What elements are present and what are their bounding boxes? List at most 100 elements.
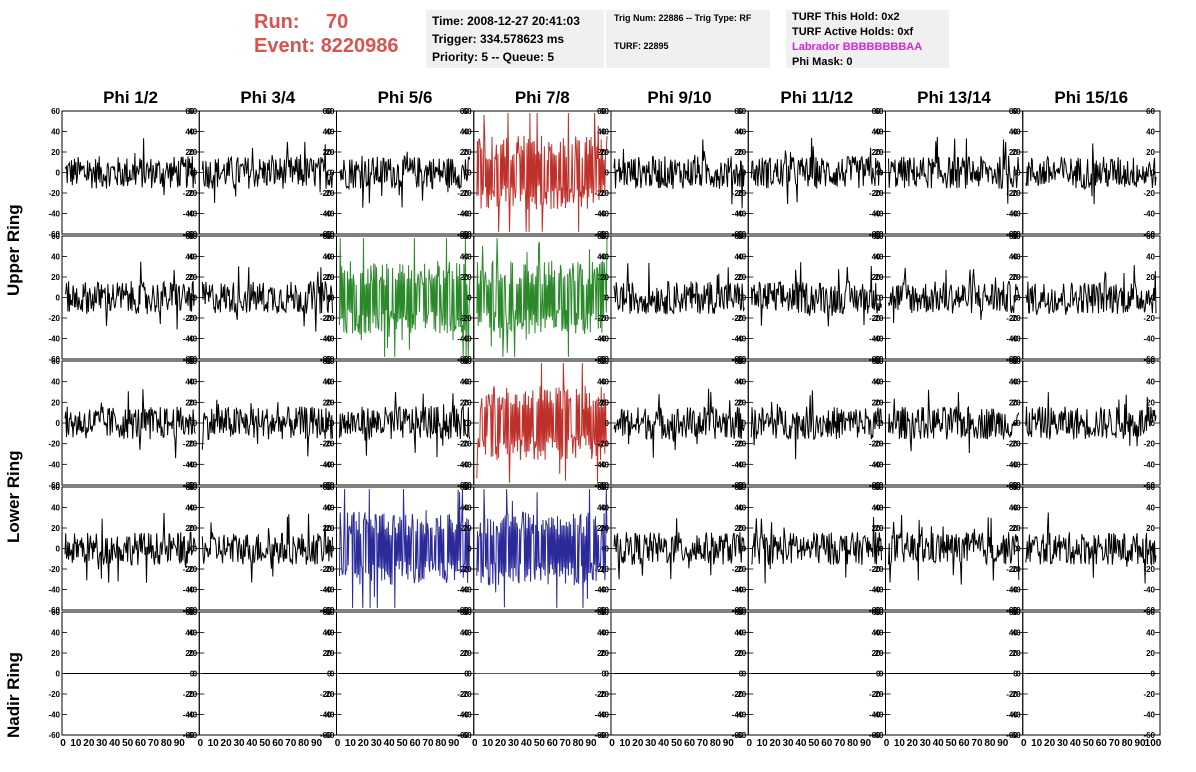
y-tick-label-left: 0 [879, 419, 884, 428]
y-tick-label-left: -60 [735, 230, 747, 239]
y-tick-label-left: 40 [463, 504, 472, 513]
y-tick-label-right: 40 [1146, 253, 1155, 262]
y-tick-label-left: 20 [737, 524, 746, 533]
y-tick-label-right: -40 [732, 586, 744, 595]
y-tick-label-right: 20 [1146, 649, 1155, 658]
y-tick-label-left: -60 [1009, 230, 1021, 239]
y-tick-label-right: 60 [460, 232, 469, 241]
y-tick-label-left: 40 [1012, 253, 1021, 262]
y-tick-label-left: 40 [737, 253, 746, 262]
x-tick-label: 60 [958, 738, 970, 749]
y-tick-label-right: 20 [734, 398, 743, 407]
y-tick-label-left: 60 [1012, 483, 1021, 492]
y-tick-label-left: -20 [48, 440, 60, 449]
waveform-trace [888, 389, 1020, 454]
y-tick-label-left: -40 [872, 210, 884, 219]
y-tick-label-right: -60 [1143, 481, 1155, 490]
x-tick-label: 10 [619, 738, 631, 749]
y-tick-label-left: 60 [875, 608, 884, 617]
y-tick-label-left: -40 [1009, 460, 1021, 469]
y-tick-label-right: 60 [872, 483, 881, 492]
y-tick-label-left: 40 [188, 504, 197, 513]
y-tick-label-right: 60 [1009, 608, 1018, 617]
y-tick-label-right: -60 [1006, 230, 1018, 239]
y-tick-label-left: -60 [1009, 481, 1021, 490]
y-tick-label-right: -40 [1006, 460, 1018, 469]
y-tick-label-left: 40 [326, 504, 335, 513]
y-tick-label-right: 20 [1146, 148, 1155, 157]
y-tick-label-left: 40 [188, 378, 197, 387]
y-tick-label-right: 40 [597, 504, 606, 513]
y-tick-label-left: -60 [323, 481, 335, 490]
y-tick-label-right: -20 [183, 690, 195, 699]
column-header-4: Phi 7/8 [514, 88, 570, 107]
y-tick-label-left: 0 [742, 294, 747, 303]
y-tick-label-left: 0 [742, 169, 747, 178]
y-tick-label-right: -20 [594, 189, 606, 198]
y-tick-label-left: -60 [48, 481, 60, 490]
panel-r1-c5: 60 60 40 40 20 20 0 0 -20 -20 -40 -40 -60 -60 [597, 107, 749, 239]
y-tick-label-right: 20 [460, 273, 469, 282]
y-tick-label-left: 40 [326, 629, 335, 638]
y-tick-label-right: -60 [869, 481, 881, 490]
y-tick-label-right: 40 [185, 504, 194, 513]
y-tick-label-left: -20 [735, 565, 747, 574]
y-tick-label-left: 60 [51, 357, 60, 366]
x-tick-label: 0 [60, 738, 66, 749]
x-tick-label: 20 [632, 738, 644, 749]
y-tick-label-right: -20 [1006, 690, 1018, 699]
y-tick-label-right: -40 [457, 711, 469, 720]
y-tick-label-left: 0 [605, 419, 610, 428]
y-tick-label-right: 20 [185, 524, 194, 533]
y-tick-label-left: 20 [875, 148, 884, 157]
y-tick-label-left: -40 [48, 460, 60, 469]
panel-r1-c3: 60 60 40 40 20 20 0 0 -20 -20 -40 -40 -60 -60 [323, 107, 475, 239]
y-tick-label-right: -40 [183, 460, 195, 469]
y-tick-label-right: 60 [185, 608, 194, 617]
y-tick-label-right: 0 [190, 545, 195, 554]
y-tick-label-left: -40 [323, 586, 335, 595]
y-tick-label-left: 20 [326, 273, 335, 282]
y-tick-label-left: 20 [188, 148, 197, 157]
y-tick-label-left: 20 [1012, 148, 1021, 157]
y-tick-label-left: 40 [463, 629, 472, 638]
y-tick-label-right: 20 [460, 148, 469, 157]
x-tick-label: 70 [834, 738, 846, 749]
y-tick-label-left: 20 [737, 649, 746, 658]
x-tick-label: 20 [358, 738, 370, 749]
y-tick-label-left: -60 [872, 731, 884, 740]
y-tick-label-left: 40 [875, 128, 884, 137]
y-tick-label-right: -40 [869, 335, 881, 344]
y-tick-label-right: 40 [872, 378, 881, 387]
y-tick-label-left: 60 [463, 232, 472, 241]
y-tick-label-right: 40 [1009, 629, 1018, 638]
y-tick-label-left: 20 [463, 524, 472, 533]
y-tick-label-left: -20 [48, 690, 60, 699]
y-tick-label-right: 40 [734, 504, 743, 513]
y-tick-label-right: 20 [1146, 273, 1155, 282]
y-tick-label-left: 60 [600, 107, 609, 116]
x-tick-label: 0 [1021, 738, 1027, 749]
y-tick-label-left: 0 [193, 545, 198, 554]
y-tick-label-left: 20 [600, 398, 609, 407]
y-tick-label-left: -20 [1009, 440, 1021, 449]
y-tick-label-left: 0 [1016, 419, 1021, 428]
y-tick-label-right: 40 [323, 504, 332, 513]
y-tick-label-right: -20 [732, 690, 744, 699]
waveform-trace [64, 261, 196, 330]
x-tick-label: 70 [971, 738, 983, 749]
y-tick-label-left: 0 [879, 169, 884, 178]
column-header-3: Phi 5/6 [377, 88, 433, 107]
x-tick-label: 60 [547, 738, 559, 749]
y-tick-label-left: -60 [48, 731, 60, 740]
y-tick-label-left: 60 [737, 107, 746, 116]
y-tick-label-right: 40 [734, 378, 743, 387]
y-tick-label-left: 40 [463, 253, 472, 262]
waveform-trace [201, 399, 333, 457]
waveform-trace [888, 267, 1020, 324]
y-tick-label-right: 20 [185, 398, 194, 407]
y-tick-label-left: -20 [597, 314, 609, 323]
priority-text: Priority: 5 -- Queue: 5 [432, 50, 555, 64]
y-tick-label-left: -20 [323, 314, 335, 323]
y-tick-label-left: -40 [1009, 210, 1021, 219]
